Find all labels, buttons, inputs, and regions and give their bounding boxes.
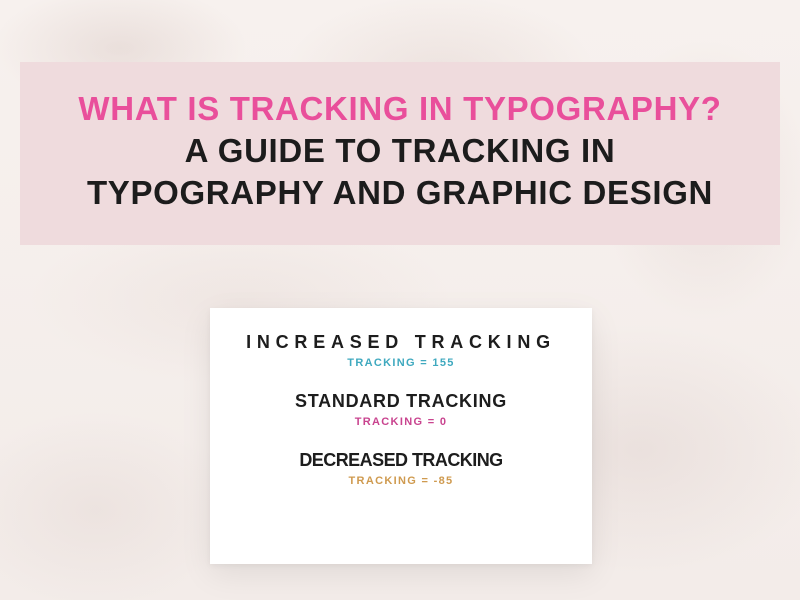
title-line-3: TYPOGRAPHY AND GRAPHIC DESIGN (42, 172, 758, 214)
title-line-1: WHAT IS TRACKING IN TYPOGRAPHY? (42, 88, 758, 130)
sample-decreased-sub: TRACKING = -85 (228, 475, 574, 487)
sample-increased: INCREASED TRACKING TRACKING = 155 (228, 332, 574, 369)
title-line-2: A GUIDE TO TRACKING IN (42, 130, 758, 172)
sample-increased-label: INCREASED TRACKING (228, 332, 574, 353)
sample-standard: STANDARD TRACKING TRACKING = 0 (228, 391, 574, 428)
title-box: WHAT IS TRACKING IN TYPOGRAPHY? A GUIDE … (20, 62, 780, 245)
sample-increased-sub: TRACKING = 155 (228, 357, 574, 369)
sample-decreased: DECREASED TRACKING TRACKING = -85 (228, 450, 574, 487)
sample-standard-sub: TRACKING = 0 (228, 416, 574, 428)
sample-standard-label: STANDARD TRACKING (228, 391, 574, 412)
sample-decreased-label: DECREASED TRACKING (228, 450, 574, 471)
tracking-samples-card: INCREASED TRACKING TRACKING = 155 STANDA… (210, 308, 592, 564)
